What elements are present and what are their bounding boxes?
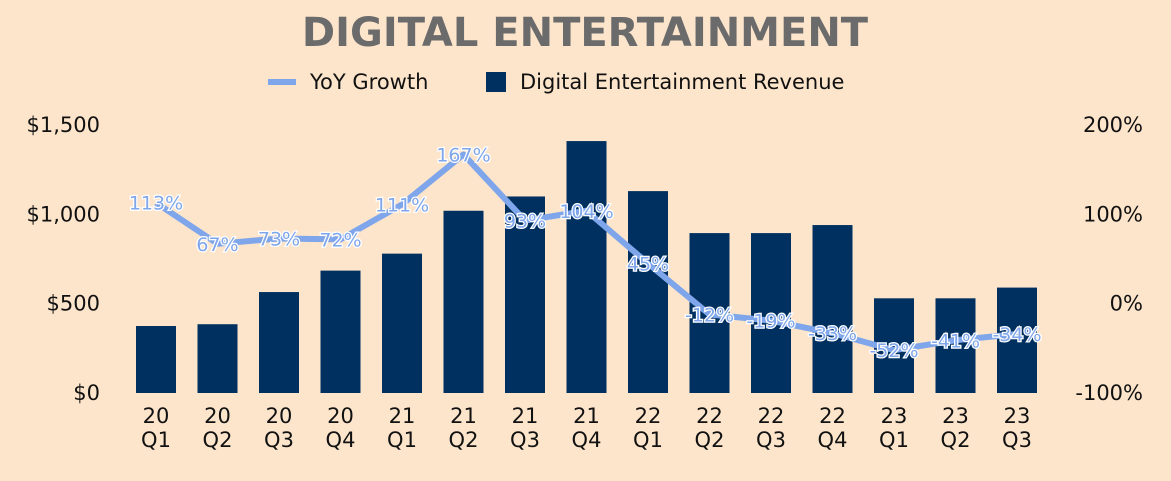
revenue-bar [259,292,299,393]
revenue-bar [935,298,976,393]
growth-data-label: 45% [627,253,669,275]
growth-data-label: -12% [685,304,734,326]
right-tick-label: 100% [1083,202,1143,226]
x-tick-quarter: Q2 [941,428,971,452]
growth-data-label: -41% [931,330,980,352]
growth-series-line [154,151,1018,354]
x-tick-year: 20 [143,404,170,428]
x-tick-quarter: Q3 [264,428,294,452]
right-tick-label: 0% [1110,292,1143,316]
growth-data-label: -34% [992,324,1041,346]
revenue-bar [320,270,361,393]
legend-swatch-revenue [486,72,506,92]
x-tick-year: 23 [881,404,908,428]
growth-data-label: 73% [258,228,300,250]
x-tick-year: 22 [819,404,846,428]
legend-swatch-growth [268,79,296,85]
legend-label-growth: YoY Growth [309,70,428,94]
growth-data-label: 72% [319,229,361,251]
x-tick-quarter: Q2 [695,428,725,452]
x-tick-year: 20 [266,404,293,428]
growth-data-label: -19% [746,311,795,333]
growth-data-label: 111% [375,195,429,217]
revenue-bar [136,326,176,393]
x-tick-quarter: Q1 [141,428,171,452]
x-tick-quarter: Q4 [572,428,602,452]
x-tick-quarter: Q1 [879,428,909,452]
growth-data-label: -33% [808,323,857,345]
revenue-bar [997,287,1037,393]
chart-title: DIGITAL ENTERTAINMENT [302,10,869,56]
right-axis: -100% 0% 100% 200% [1075,113,1143,405]
revenue-bar [382,253,422,393]
x-tick-year: 21 [450,404,477,428]
growth-data-label: 104% [559,201,613,223]
x-tick-year: 21 [389,404,416,428]
revenue-bar [197,324,238,393]
left-tick-label: $500 [47,292,100,316]
x-tick-quarter: Q4 [326,428,356,452]
left-tick-label: $0 [73,381,100,405]
revenue-bars [136,141,1037,393]
x-tick-year: 20 [327,404,354,428]
x-tick-year: 23 [1004,404,1031,428]
x-tick-year: 23 [942,404,969,428]
x-tick-quarter: Q3 [756,428,786,452]
left-tick-label: $1,500 [27,113,100,137]
growth-data-label: 67% [196,234,238,256]
left-tick-label: $1,000 [27,202,100,226]
growth-labels: 113%67% 73% 72%111%167%93% 104%45%-12% -19%-… [128,143,1043,363]
growth-data-label: 93% [504,211,546,233]
x-tick-year: 22 [696,404,723,428]
revenue-bar [443,210,484,393]
x-tick-quarter: Q2 [203,428,233,452]
legend: YoY Growth Digital Entertainment Revenue [268,70,844,94]
x-tick-quarter: Q4 [818,428,848,452]
right-tick-label: 200% [1083,113,1143,137]
x-tick-year: 22 [635,404,662,428]
revenue-bar [566,141,607,393]
right-tick-label: -100% [1075,381,1143,405]
growth-line [154,151,1018,354]
legend-label-revenue: Digital Entertainment Revenue [520,70,844,94]
revenue-bar [505,196,545,393]
x-tick-year: 21 [512,404,539,428]
left-axis: $0 $500 $1,000 $1,500 [27,113,100,405]
x-axis: 20Q120Q220Q320Q421Q121Q221Q321Q422Q122Q2… [141,404,1032,452]
x-tick-quarter: Q3 [1002,428,1032,452]
x-tick-quarter: Q3 [510,428,540,452]
revenue-bar [628,191,668,393]
revenue-bar [812,225,853,393]
x-tick-quarter: Q2 [449,428,479,452]
x-tick-year: 22 [758,404,785,428]
growth-data-label: 113% [129,193,183,215]
growth-data-label: -52% [869,340,918,362]
x-tick-quarter: Q1 [633,428,663,452]
x-tick-year: 20 [204,404,231,428]
x-tick-quarter: Q1 [387,428,417,452]
x-tick-year: 21 [573,404,600,428]
revenue-bar [751,233,791,393]
growth-data-label: 167% [436,144,490,166]
